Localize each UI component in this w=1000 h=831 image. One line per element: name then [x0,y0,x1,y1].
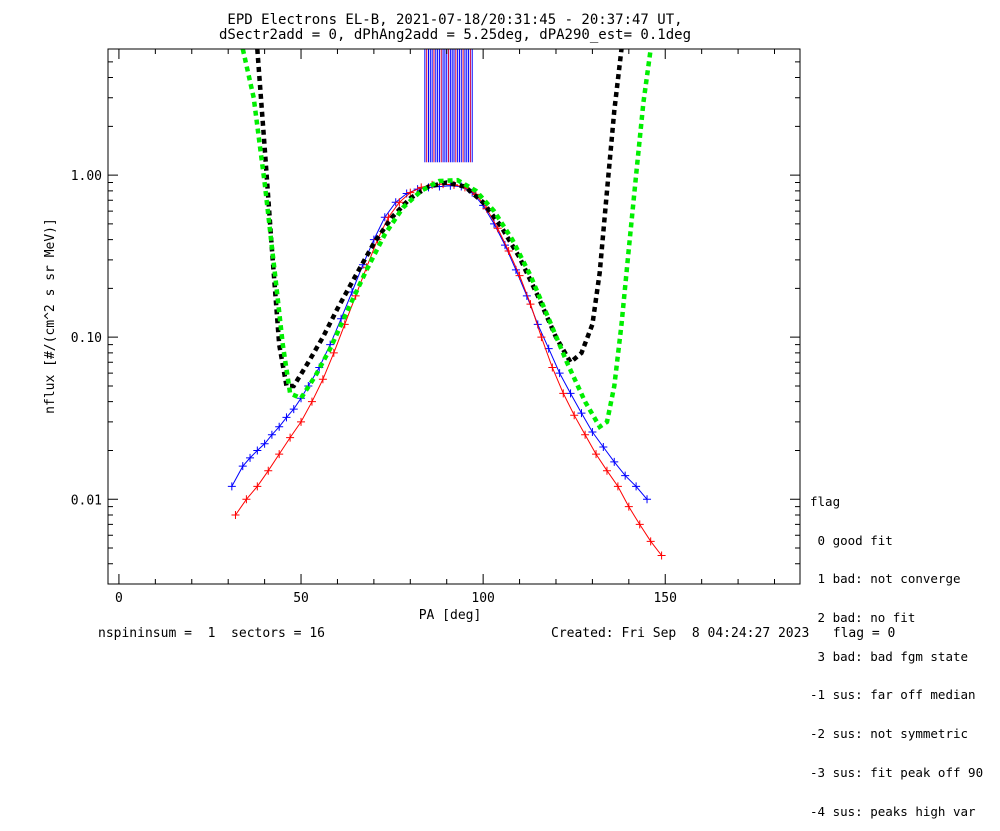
legend-item: 1 bad: not converge [810,571,961,587]
legend-item: -4 sus: peaks high var [810,803,976,819]
footer-spin-info: nspininsum = 1 sectors = 16 [98,626,325,641]
data-point-marker [231,510,240,519]
data-point-marker [515,271,524,280]
series-line-2 [255,49,624,389]
data-point-marker [632,482,641,491]
data-point-marker [646,537,655,546]
data-point-marker [307,397,316,406]
data-point-marker [599,443,608,452]
data-point-marker [610,457,619,466]
x-tick-label: 100 [471,591,494,606]
data-point-marker [657,551,666,560]
y-tick-label: 0.10 [71,331,102,346]
data-point-marker [238,462,247,471]
data-point-marker [329,348,338,357]
data-point-marker [286,433,295,442]
data-point-marker [577,409,586,418]
data-point-marker [537,333,546,342]
data-point-marker [275,450,284,459]
data-point-marker [260,439,269,448]
data-point-marker [395,198,404,207]
data-point-marker [253,446,262,455]
data-point-marker [246,453,255,462]
legend-item: 3 bad: bad fgm state [810,648,969,664]
x-axis-ticks: 0 50 100 150 [115,49,776,606]
data-point-marker [559,389,568,398]
data-layer [227,49,666,560]
x-tick-label: 0 [115,591,123,606]
data-point-marker [581,430,590,439]
data-point-marker [253,482,262,491]
data-point-marker [264,466,273,475]
footer-created-info: Created: Fri Sep 8 04:24:27 2023 flag = … [551,626,896,641]
flag-legend: flag 0 good fit 1 bad: not converge 2 ba… [810,470,983,831]
data-point-marker [289,405,298,414]
plot-frame [107,48,801,585]
y-axis-label: nflux [#/(cm^2 s sr MeV)] [43,218,58,414]
data-point-marker [318,375,327,384]
data-point-marker [621,471,630,480]
data-point-marker [624,502,633,511]
pitch-angle-plot: EPD Electrons EL-B, 2021-07-18/20:31:45 … [43,12,801,623]
data-point-marker [592,450,601,459]
legend-item: 2 bad: no fit [810,609,916,625]
legend-item: -2 sus: not symmetric [810,726,969,742]
data-point-marker [635,520,644,529]
data-point-marker [548,363,557,372]
data-point-marker [267,430,276,439]
series-line-1 [235,183,662,556]
data-point-marker [227,482,236,491]
data-point-marker [588,428,597,437]
x-axis-label: PA [deg] [419,608,482,623]
data-point-marker [504,247,513,256]
legend-title: flag [810,493,841,509]
y-axis-ticks: 0.01 0.10 1.00 [71,61,800,565]
data-point-marker [282,413,291,422]
data-point-marker [570,411,579,420]
legend-item: -1 sus: far off median [810,687,976,703]
series-line-3 [240,49,653,431]
data-point-marker [297,417,306,426]
data-point-marker [555,369,564,378]
legend-item: -3 sus: fit peak off 90 [810,764,984,780]
data-point-marker [406,188,415,197]
chart-subtitle: dSectr2add = 0, dPhAng2add = 5.25deg, dP… [219,27,691,43]
x-tick-label: 150 [653,591,676,606]
data-point-marker [526,300,535,309]
data-point-marker [643,495,652,504]
chart-title: EPD Electrons EL-B, 2021-07-18/20:31:45 … [227,12,682,28]
data-point-marker [602,466,611,475]
data-point-marker [500,241,509,250]
y-tick-label: 1.00 [71,169,102,184]
data-point-marker [242,495,251,504]
x-tick-label: 50 [293,591,309,606]
legend-item: 0 good fit [810,532,893,548]
data-point-marker [566,389,575,398]
data-point-marker [613,482,622,491]
y-tick-label: 0.01 [71,493,102,508]
data-point-marker [275,422,284,431]
